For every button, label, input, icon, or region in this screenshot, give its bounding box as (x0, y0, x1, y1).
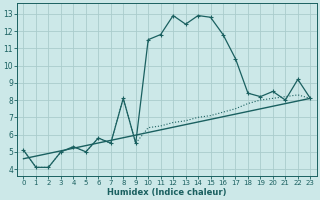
X-axis label: Humidex (Indice chaleur): Humidex (Indice chaleur) (107, 188, 227, 197)
